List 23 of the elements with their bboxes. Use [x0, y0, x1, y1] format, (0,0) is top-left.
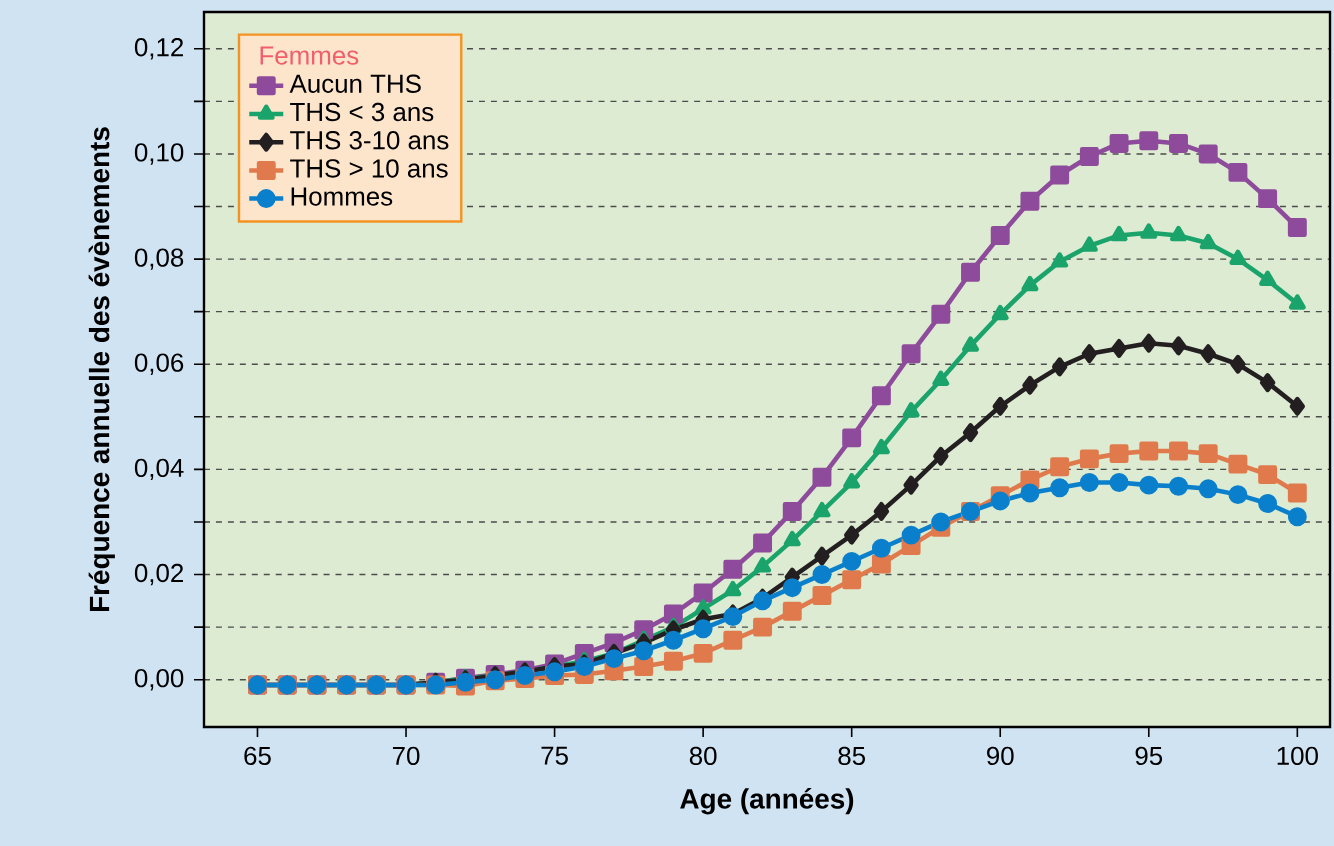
- y-tick-label: 0,02: [134, 563, 183, 586]
- x-tick-label: 85: [838, 746, 865, 766]
- x-tick-label: 70: [392, 746, 420, 766]
- x-tick-label: 100: [1277, 746, 1318, 766]
- x-tick-label: 95: [1135, 746, 1163, 766]
- legend-label: THS > 10 ans: [290, 159, 448, 178]
- y-tick-label: 0,10: [134, 143, 184, 165]
- y-axis-title: Fréquence annuelle des évènements: [88, 127, 115, 612]
- y-tick-label: 0,12: [134, 38, 183, 60]
- y-tick-label: 0,08: [134, 248, 184, 270]
- x-tick-label: 90: [987, 746, 1014, 766]
- y-tick-label: 0,04: [134, 458, 184, 481]
- legend-title: Femmes: [260, 46, 359, 65]
- legend-label: Aucun THS: [289, 74, 421, 93]
- legend-label: THS < 3 ans: [290, 102, 434, 122]
- x-axis-title: Age (années): [680, 788, 854, 815]
- y-tick-label: 0,06: [134, 353, 184, 375]
- legend-label: Hommes: [291, 187, 393, 206]
- x-tick-label: 80: [689, 746, 717, 766]
- x-tick-label: 75: [541, 746, 568, 765]
- x-tick-label: 65: [244, 746, 271, 766]
- y-tick-label: 0,00: [134, 668, 184, 691]
- legend-label: THS 3-10 ans: [290, 131, 449, 150]
